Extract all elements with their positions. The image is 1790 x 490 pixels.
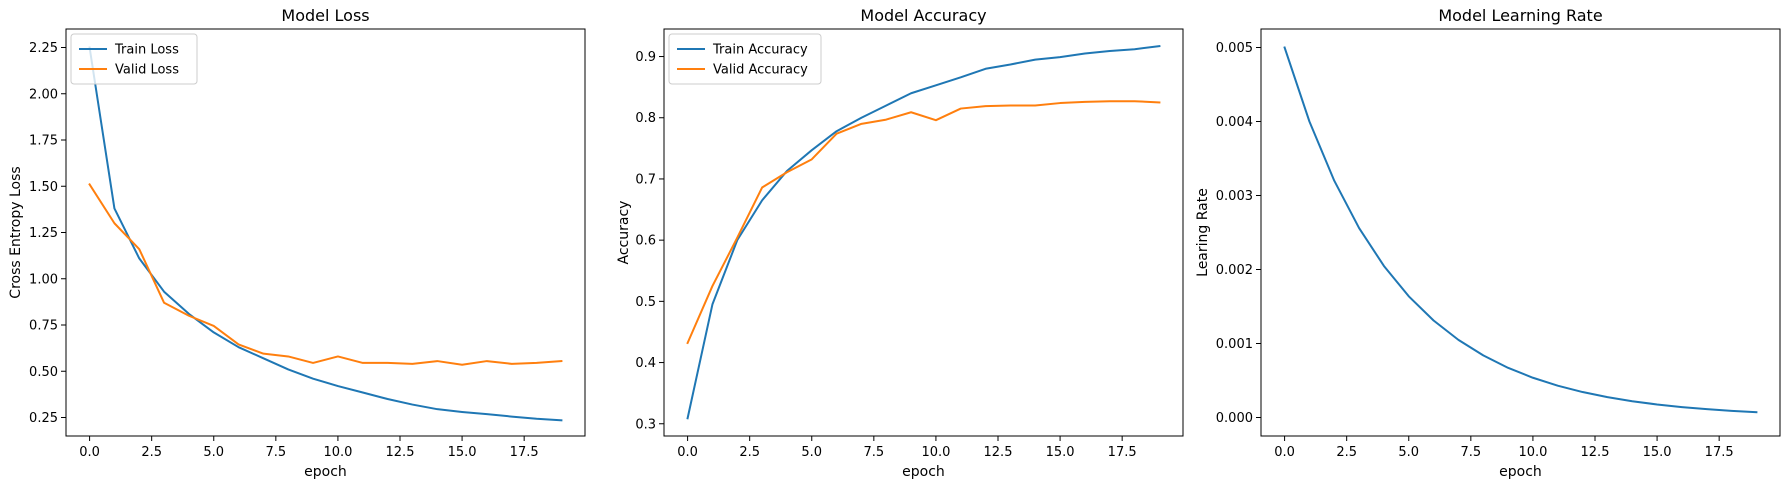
x-tick-label: 15.0 bbox=[448, 445, 477, 460]
y-tick-label: 0.002 bbox=[1216, 263, 1253, 278]
chart-title: Model Learning Rate bbox=[1438, 6, 1602, 25]
chart-accuracy: 0.0 2.5 5.0 7.5 10.0 12.5 15.0 17.5 0.3 0.4 0.5 0.6… bbox=[616, 6, 1184, 480]
x-tick-label: 12.5 bbox=[386, 445, 415, 460]
series-lines bbox=[1283, 46, 1758, 414]
x-tick-label: 17.5 bbox=[510, 445, 539, 460]
y-axis-label: Cross Entropy Loss bbox=[8, 166, 24, 298]
y-tick-label: 0.5 bbox=[635, 295, 656, 310]
x-tick-label: 7.5 bbox=[265, 445, 286, 460]
x-tick-label: 2.5 bbox=[739, 445, 760, 460]
y-tick-label: 0.3 bbox=[635, 417, 656, 432]
x-tick-label: 10.0 bbox=[323, 445, 352, 460]
x-tick-label: 10.0 bbox=[921, 445, 950, 460]
chart-title: Model Loss bbox=[281, 6, 369, 25]
y-tick-label: 1.00 bbox=[29, 272, 58, 287]
x-tick-label: 5.0 bbox=[801, 445, 822, 460]
x-axis-label: epoch bbox=[304, 464, 347, 480]
x-tick-label: 5.0 bbox=[1398, 445, 1419, 460]
y-axis-label: Accuracy bbox=[616, 201, 632, 265]
legend-box bbox=[70, 33, 198, 85]
x-tick-label: 15.0 bbox=[1643, 445, 1672, 460]
legend-label: Train Loss bbox=[114, 43, 179, 58]
x-tick-label: 12.5 bbox=[1581, 445, 1610, 460]
y-tick-label: 0.003 bbox=[1216, 189, 1253, 204]
legend-box bbox=[668, 33, 822, 85]
chart-loss: 0.0 2.5 5.0 7.5 10.0 12.5 15.0 17.5 0.25 0.50 0.75… bbox=[8, 6, 586, 480]
x-tick-label: 17.5 bbox=[1108, 445, 1137, 460]
x-tick-label: 15.0 bbox=[1046, 445, 1075, 460]
legend-label: Valid Accuracy bbox=[713, 63, 808, 78]
legend: Train Accuracy Valid Accuracy bbox=[668, 33, 822, 85]
legend-label: Train Accuracy bbox=[712, 43, 808, 58]
x-tick-label: 5.0 bbox=[203, 445, 224, 460]
x-axis-label: epoch bbox=[902, 464, 945, 480]
x-tick-label: 2.5 bbox=[1336, 445, 1357, 460]
axes-frame bbox=[65, 28, 586, 437]
x-tick-label: 0.0 bbox=[79, 445, 100, 460]
y-tick-label: 0.000 bbox=[1216, 411, 1253, 426]
y-tick-label: 1.75 bbox=[29, 134, 58, 149]
x-tick-label: 10.0 bbox=[1518, 445, 1547, 460]
chart-learning-rate: 0.0 2.5 5.0 7.5 10.0 12.5 15.0 17.5 0.000 0.001 0.… bbox=[1195, 6, 1781, 480]
y-tick-label: 0.4 bbox=[635, 356, 656, 371]
y-tick-label: 0.6 bbox=[635, 234, 656, 249]
series-line-valid-loss bbox=[88, 183, 563, 366]
x-tick-label: 0.0 bbox=[1274, 445, 1295, 460]
y-tick-label: 0.9 bbox=[635, 50, 656, 65]
y-tick-label: 2.25 bbox=[29, 41, 58, 56]
y-tick-label: 0.001 bbox=[1216, 337, 1253, 352]
x-tick-label: 7.5 bbox=[863, 445, 884, 460]
y-tick-label: 1.25 bbox=[29, 226, 58, 241]
y-tick-label: 2.00 bbox=[29, 87, 58, 102]
legend-label: Valid Loss bbox=[115, 63, 179, 78]
y-tick-label: 0.8 bbox=[635, 111, 656, 126]
y-tick-label: 0.7 bbox=[635, 172, 656, 187]
legend: Train Loss Valid Loss bbox=[70, 33, 198, 85]
x-tick-label: 0.0 bbox=[677, 445, 698, 460]
series-line-train-loss bbox=[88, 46, 563, 422]
y-tick-label: 0.50 bbox=[29, 365, 58, 380]
x-tick-label: 2.5 bbox=[141, 445, 162, 460]
y-tick-label: 0.004 bbox=[1216, 115, 1253, 130]
y-tick-label: 0.25 bbox=[29, 411, 58, 426]
y-tick-label: 1.50 bbox=[29, 180, 58, 195]
x-tick-label: 7.5 bbox=[1460, 445, 1481, 460]
y-axis-label: Learing Rate bbox=[1195, 188, 1211, 277]
x-tick-label: 17.5 bbox=[1705, 445, 1734, 460]
series-line-train-accuracy bbox=[686, 45, 1161, 420]
axes-frame bbox=[663, 28, 1184, 437]
x-tick-label: 12.5 bbox=[984, 445, 1013, 460]
series-lines bbox=[686, 45, 1161, 420]
y-tick-label: 0.75 bbox=[29, 319, 58, 334]
x-axis-label: epoch bbox=[1499, 464, 1542, 480]
series-line-valid-accuracy bbox=[686, 100, 1161, 345]
chart-title: Model Accuracy bbox=[860, 6, 986, 25]
axes-frame bbox=[1260, 28, 1781, 437]
y-tick-label: 0.005 bbox=[1216, 41, 1253, 56]
series-line-learning-rate bbox=[1283, 46, 1758, 414]
series-lines bbox=[88, 46, 563, 422]
